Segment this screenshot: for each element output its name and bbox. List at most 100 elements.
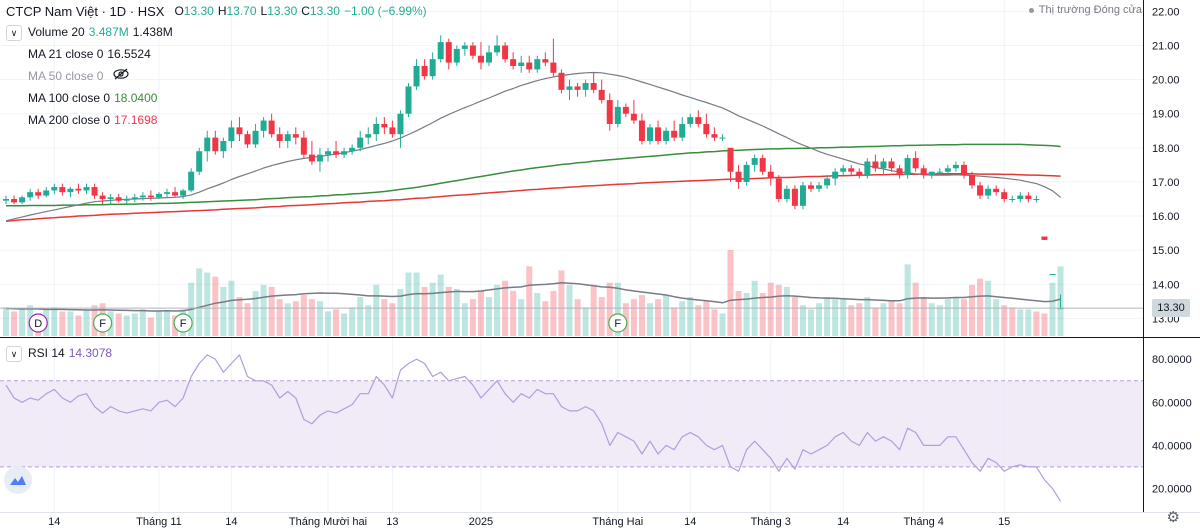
event-marker-circle <box>28 313 48 333</box>
candle-body <box>276 134 283 142</box>
candle-body <box>357 137 364 148</box>
gear-icon[interactable]: ⚙ <box>1166 509 1180 526</box>
volume-bar <box>75 315 82 336</box>
candle-body <box>381 123 388 128</box>
legend-rsi[interactable]: ∨ RSI 14 14.3078 <box>6 345 206 363</box>
time-tick-label: 14 <box>684 516 696 528</box>
candle-body <box>993 188 1000 193</box>
volume-bar <box>389 303 396 336</box>
ma50-label: MA 50 close 0 <box>28 69 104 83</box>
chevron-down-icon[interactable]: ∨ <box>6 24 22 41</box>
volume-bar <box>759 293 766 336</box>
volume-bar <box>83 309 90 336</box>
volume-bar <box>325 311 331 336</box>
candle-body <box>928 171 935 176</box>
candle-body <box>759 158 766 172</box>
time-tick-label: 14 <box>837 516 849 528</box>
ohlc-low: L13.30 <box>260 4 298 18</box>
ma21-label: MA 21 close 0 <box>28 47 104 61</box>
event-marker-label: D <box>34 318 42 330</box>
eye-hidden-icon[interactable] <box>113 68 129 85</box>
legend-ma50[interactable]: MA 50 close 0 <box>28 68 129 85</box>
candle-body <box>638 120 645 142</box>
candle-body <box>1009 198 1016 200</box>
time-tick-label: 2025 <box>469 516 493 528</box>
candle-body <box>985 188 992 196</box>
volume-bar <box>920 297 927 336</box>
candle-body <box>486 52 492 63</box>
candle-body <box>510 59 517 66</box>
volume-bar <box>494 284 501 336</box>
candle-body <box>743 164 750 182</box>
candle-body <box>969 175 975 186</box>
volume-bar <box>1009 307 1016 336</box>
volume-bar <box>405 272 412 336</box>
candle-body <box>397 113 404 135</box>
candle-body <box>413 65 420 87</box>
volume-bar <box>977 278 984 336</box>
candle-body <box>11 198 18 203</box>
volume-bar <box>582 307 589 336</box>
candle-body <box>606 100 613 124</box>
volume-bar <box>19 309 26 336</box>
candlesticks <box>3 35 1064 310</box>
candle-body <box>1041 236 1048 240</box>
volume-bar <box>1017 309 1024 336</box>
legend-volume[interactable]: ∨ Volume 20 3.487M 1.438M <box>6 24 173 41</box>
candle-body <box>791 188 798 206</box>
volume-bar <box>308 299 315 336</box>
candle-body <box>622 106 629 114</box>
volume-bar <box>147 317 154 336</box>
volume-bar <box>679 301 686 336</box>
candle-body <box>671 130 678 138</box>
candle-body <box>155 193 162 198</box>
time-tick-label: Tháng Mười hai <box>289 516 367 528</box>
candle-body <box>212 137 219 152</box>
event-marker-circle <box>173 313 193 333</box>
candle-body <box>236 127 243 135</box>
volume-bar <box>453 288 460 336</box>
volume-bar <box>510 290 517 336</box>
volume-bar <box>1025 309 1032 336</box>
price-change: −1.00 (−6.99%) <box>343 4 427 18</box>
price-tick-label: 22.00 <box>1152 6 1180 18</box>
candle-body <box>220 141 227 152</box>
candle-body <box>196 151 203 172</box>
ma100-series <box>6 143 1061 207</box>
volume-bar <box>840 299 847 336</box>
volume-ma-value: 1.438M <box>132 25 173 39</box>
symbol-title[interactable]: CTCP Nam Việt · 1D · HSX <box>6 4 165 19</box>
volume-bar <box>993 299 1000 336</box>
tradingview-logo-icon[interactable] <box>4 466 32 494</box>
candle-body <box>582 83 589 90</box>
volume-bar <box>1041 313 1048 336</box>
volume-bar <box>735 290 742 336</box>
legend-ma200[interactable]: MA 200 close 0 17.1698 <box>28 112 157 129</box>
candle-body <box>518 62 525 66</box>
legend-ma21[interactable]: MA 21 close 0 16.5524 <box>28 46 151 63</box>
legend-ma100[interactable]: MA 100 close 0 18.0400 <box>28 90 157 107</box>
candle-body <box>43 190 50 196</box>
volume-bar <box>566 284 573 336</box>
volume-bar <box>445 286 452 336</box>
chevron-down-icon[interactable]: ∨ <box>6 345 22 362</box>
volume-bar <box>123 315 130 336</box>
ohlc-high: H13.70 <box>217 4 257 18</box>
volume-bar <box>365 305 372 336</box>
volume-bar <box>598 297 605 336</box>
ma200-value: 17.1698 <box>114 113 158 127</box>
candle-body <box>783 188 790 199</box>
volume-bar <box>848 305 855 336</box>
candle-body <box>824 178 831 186</box>
volume-label: Volume 20 <box>28 25 85 39</box>
candle-body <box>856 171 863 176</box>
volume-bar <box>486 297 492 336</box>
candle-body <box>880 161 887 169</box>
rsi-tick-label: 80.0000 <box>1152 354 1192 366</box>
candle-body <box>816 185 823 189</box>
candle-body <box>365 134 372 138</box>
volume-bar <box>912 282 919 336</box>
